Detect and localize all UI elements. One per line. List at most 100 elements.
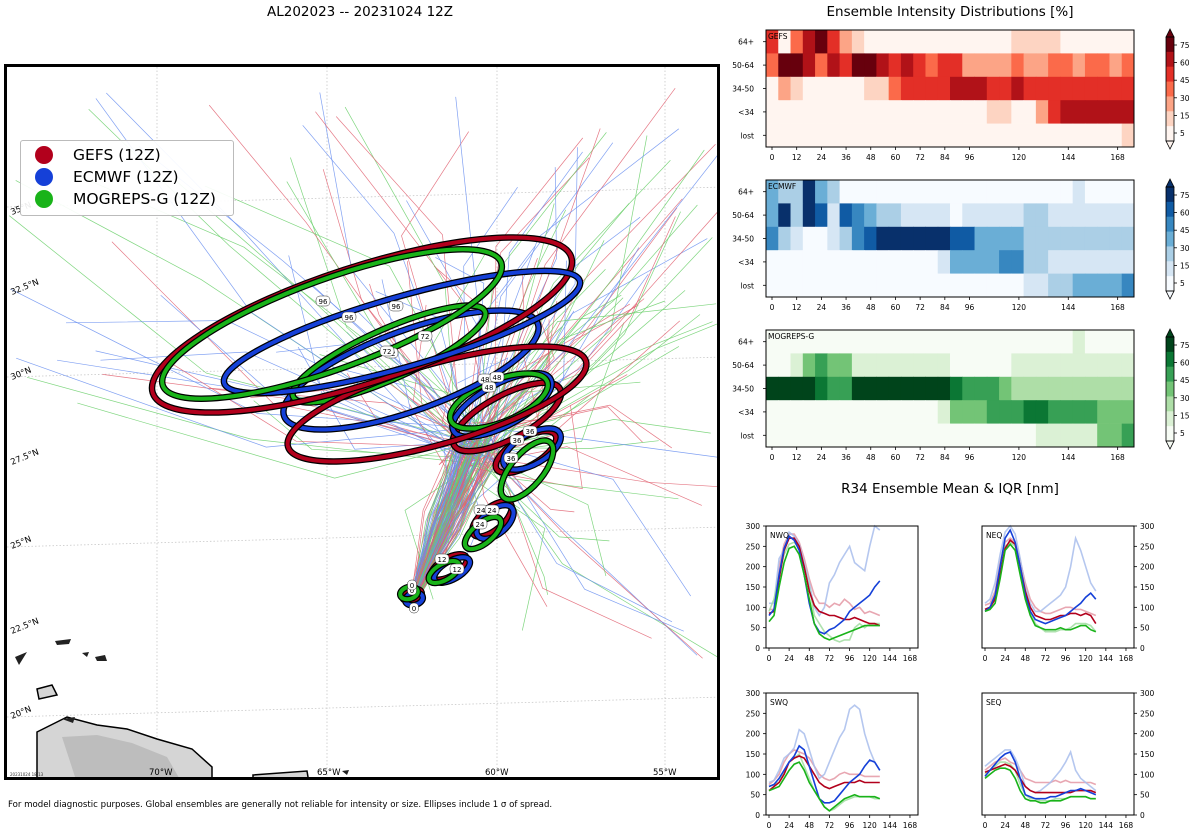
heatmap-cell [1084, 226, 1098, 251]
main-title: AL202023 -- 20231024 12Z [266, 4, 454, 20]
heatmap-cell [962, 330, 976, 354]
r34-panel-label: SWQ [770, 698, 788, 707]
heatmap-cell [1011, 273, 1025, 298]
heatmap-cell [1060, 376, 1074, 401]
heatmap-cell [766, 226, 779, 251]
heatmap-cell [1109, 273, 1123, 298]
heatmap-cell [827, 353, 841, 378]
parallel-line [7, 356, 717, 378]
hour-label-text: 36 [507, 455, 516, 463]
heatmap-cell [802, 203, 816, 228]
hour-label-text: 96 [345, 314, 354, 322]
track-map[interactable]: 0001212242424363636484848727272969696 35… [4, 64, 720, 780]
heatmap-cell [986, 53, 1000, 78]
heatmap-cell [1097, 76, 1110, 101]
heatmap-cell [986, 423, 1000, 448]
heatmap-cell [986, 353, 1000, 378]
hour-label-text: 36 [513, 437, 522, 445]
heatmap-cell [766, 76, 779, 101]
heatmap-x-label: 48 [866, 453, 876, 462]
heatmap-cell [827, 30, 841, 54]
heatmap-cell [1035, 250, 1049, 274]
r34-x-label: 168 [1119, 654, 1134, 663]
heatmap-row-label: 50-64 [732, 61, 754, 70]
r34-series-line [984, 528, 1097, 625]
r34-x-label: 0 [767, 821, 772, 830]
heatmap-cell [851, 330, 865, 354]
heatmap-cell [974, 330, 988, 354]
r34-series-line [768, 541, 880, 643]
r34-series-line [984, 543, 1097, 633]
colorbar-tick-label: 45 [1180, 226, 1190, 235]
r34-x-label: 0 [767, 654, 772, 663]
r34-series-line [768, 545, 880, 641]
r34-y-label: 250 [1140, 542, 1155, 551]
colorbar-segment [1166, 411, 1174, 427]
heatmap-cell [876, 250, 890, 274]
heatmap-x-label: 48 [866, 303, 876, 312]
heatmap-cell [888, 330, 902, 354]
heatmap-x-label: 144 [1061, 453, 1076, 462]
heatmap-row-label: <34 [738, 408, 754, 417]
heatmap-cell [962, 273, 976, 298]
heatmap-cell [962, 123, 976, 148]
heatmap-x-label: 168 [1110, 453, 1125, 462]
heatmap-cell [766, 353, 779, 378]
heatmap-cell [1109, 100, 1123, 124]
heatmap-row-label: <34 [738, 108, 754, 117]
r34-x-label: 144 [1099, 821, 1114, 830]
heatmap-cell [778, 100, 792, 124]
heatmap-cell [815, 250, 828, 274]
spread-ellipse[interactable] [425, 557, 463, 588]
heatmap-cell [1011, 376, 1025, 401]
heatmap-cell [766, 273, 779, 298]
r34-y-label: 300 [746, 689, 761, 698]
heatmap-cell [864, 100, 877, 124]
r34-x-label: 96 [845, 821, 855, 830]
hour-label-text: 24 [477, 507, 486, 515]
legend-row-gefs: GEFS (12Z) [35, 144, 233, 166]
heatmap-cell [1109, 330, 1123, 354]
heatmap-cell [1048, 53, 1061, 78]
heatmap-cell [974, 226, 988, 251]
heatmap-cell [802, 273, 816, 298]
heatmap-cell [937, 273, 951, 298]
ensemble-track [409, 323, 717, 603]
spread-ellipse[interactable] [270, 286, 551, 454]
r34-x-label: 120 [1079, 821, 1094, 830]
r34-x-label: 144 [883, 821, 898, 830]
spread-ellipse[interactable] [215, 247, 590, 416]
hour-label-bg [407, 579, 417, 591]
heatmap-cell [913, 273, 926, 298]
heatmap-cell [974, 53, 988, 78]
heatmap-cell [950, 226, 963, 251]
heatmap-panel-label: GEFS [768, 32, 788, 41]
heatmap-cell [1060, 30, 1074, 54]
hour-label-text: 12 [438, 556, 447, 564]
heatmap-cell [815, 180, 828, 204]
heatmap-cell [1048, 226, 1061, 251]
r34-series-line [768, 744, 881, 804]
heatmap-cell [913, 203, 926, 228]
r34-x-label: 0 [983, 654, 988, 663]
heatmap-x-label: 60 [891, 303, 901, 312]
heatmap-cell [851, 400, 865, 424]
colorbar-tick-label: 30 [1180, 394, 1190, 403]
heatmap-cell [1048, 400, 1061, 424]
heatmap-cell [1011, 76, 1025, 101]
heatmap-cell [876, 100, 890, 124]
heatmap-cell [1097, 400, 1110, 424]
heatmap-cell [925, 123, 939, 148]
heatmap-cell [815, 53, 828, 78]
heatmap-cell [1097, 180, 1110, 204]
r34-y-label: 300 [1140, 522, 1155, 531]
r34-y-label: 0 [755, 644, 760, 653]
heatmap-cell [1035, 53, 1049, 78]
heatmap-cell [815, 123, 828, 148]
heatmap-cell [876, 273, 890, 298]
spread-ellipse[interactable] [147, 220, 516, 428]
heatmap-cell [1060, 423, 1074, 448]
r34-y-label: 250 [1140, 709, 1155, 718]
r34-y-label: 50 [1140, 791, 1150, 800]
